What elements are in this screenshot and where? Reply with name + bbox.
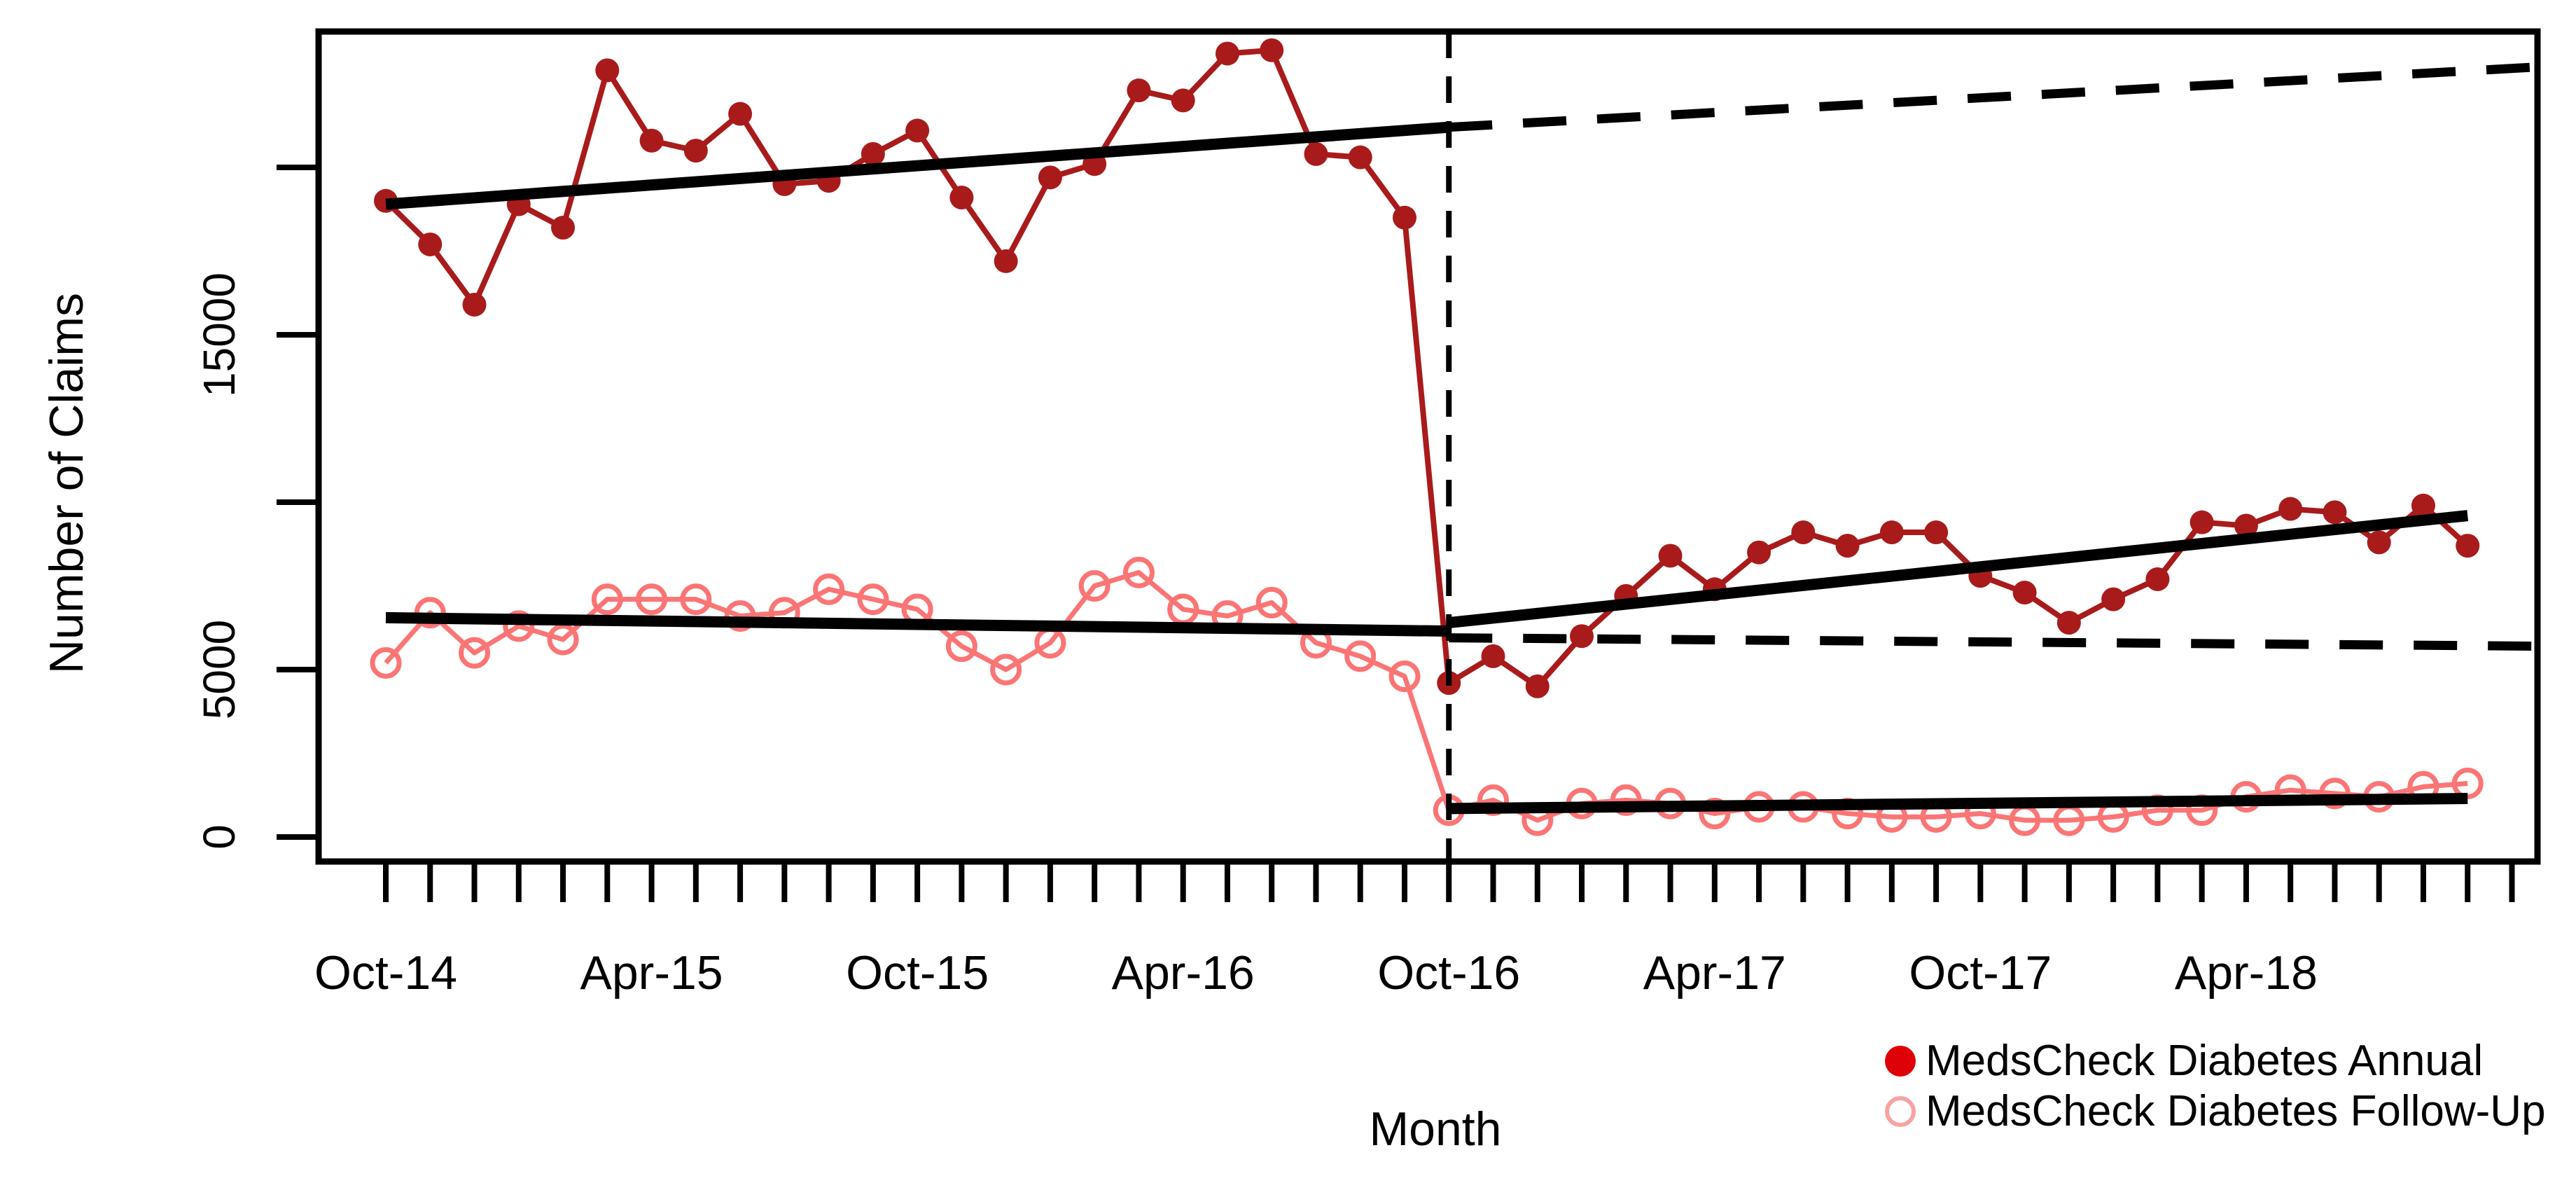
data-point-followup bbox=[2318, 777, 2351, 810]
data-point-annual bbox=[1348, 145, 1372, 170]
data-point-annual bbox=[905, 118, 930, 143]
series-line bbox=[384, 569, 2468, 823]
data-point-annual bbox=[1171, 88, 1195, 113]
data-point-annual bbox=[683, 139, 708, 163]
data-point-annual bbox=[1038, 165, 1062, 190]
data-point-followup bbox=[547, 623, 579, 656]
data-point-annual bbox=[1747, 540, 1771, 565]
data-point-followup bbox=[1610, 784, 1642, 816]
x-axis-title: Month bbox=[1369, 1102, 1502, 1156]
legend-item-annual: MedsCheck Diabetes Annual bbox=[1885, 1039, 2546, 1083]
data-point-annual bbox=[2234, 513, 2258, 538]
followup-pre-trend bbox=[385, 611, 1449, 637]
data-point-annual bbox=[861, 141, 885, 166]
data-point-annual bbox=[728, 102, 753, 126]
x-axis-ticks bbox=[383, 862, 2515, 902]
data-point-followup bbox=[724, 600, 756, 632]
data-point-followup bbox=[1388, 660, 1421, 693]
data-point-annual bbox=[2278, 497, 2303, 521]
data-point-annual bbox=[2056, 611, 2081, 635]
filled-circle-icon bbox=[1885, 1046, 1916, 1077]
open-circle-icon bbox=[1885, 1096, 1916, 1127]
annual-post-trend bbox=[1448, 510, 2469, 629]
data-point-followup bbox=[2451, 768, 2484, 800]
annual-pre-trend bbox=[385, 121, 1449, 210]
data-point-annual bbox=[994, 249, 1018, 273]
data-point-followup bbox=[636, 583, 668, 616]
data-point-annual bbox=[1304, 141, 1328, 166]
x-tick-label: Apr-18 bbox=[2175, 946, 2318, 999]
x-tick-label: Apr-17 bbox=[1643, 946, 1786, 999]
data-point-annual bbox=[462, 292, 487, 317]
followup-counterfactual-trend bbox=[1449, 633, 2539, 651]
data-point-annual bbox=[1392, 205, 1416, 230]
y-axis-ticks: 0 5000 15000 bbox=[194, 165, 319, 850]
data-point-annual bbox=[1215, 41, 1239, 66]
data-point-annual bbox=[2189, 510, 2214, 534]
data-point-annual bbox=[595, 58, 620, 83]
data-point-annual bbox=[2323, 500, 2347, 525]
data-point-annual bbox=[2367, 530, 2391, 555]
y-axis-title: Number of Claims bbox=[40, 292, 93, 674]
data-point-annual bbox=[1879, 520, 1904, 545]
data-point-annual bbox=[1481, 644, 1505, 668]
data-point-annual bbox=[1924, 520, 1949, 545]
x-tick-label: Oct-14 bbox=[314, 946, 457, 999]
plot-border bbox=[315, 28, 2541, 865]
data-point-annual bbox=[1525, 674, 1550, 698]
data-point-annual bbox=[2411, 493, 2435, 518]
legend-label-annual: MedsCheck Diabetes Annual bbox=[1926, 1037, 2484, 1085]
y-tick-label: 5000 bbox=[194, 620, 244, 719]
data-point-followup bbox=[1078, 570, 1111, 602]
data-point-followup bbox=[591, 583, 623, 616]
y-tick-label: 0 bbox=[194, 824, 244, 850]
followup-post-trend bbox=[1449, 793, 2468, 815]
followup-series bbox=[370, 556, 2484, 836]
data-point-annual bbox=[949, 186, 974, 210]
data-point-followup bbox=[813, 573, 845, 605]
data-point-followup bbox=[459, 637, 491, 669]
x-tick-label: Oct-17 bbox=[1909, 946, 2052, 999]
x-axis-tick-labels: Oct-14 Apr-15 Oct-15 Apr-16 Oct-16 Apr-17 Oct-… bbox=[314, 946, 2318, 999]
data-point-followup bbox=[1122, 556, 1155, 588]
data-point-annual bbox=[639, 128, 664, 153]
data-point-followup bbox=[945, 630, 977, 663]
data-point-annual bbox=[1658, 544, 1683, 568]
data-point-annual bbox=[1835, 534, 1860, 558]
data-point-followup bbox=[1255, 586, 1288, 618]
data-point-annual bbox=[1570, 624, 1594, 649]
legend: MedsCheck Diabetes Annual MedsCheck Diab… bbox=[1885, 1039, 2546, 1133]
data-point-followup bbox=[370, 646, 402, 679]
data-point-annual bbox=[418, 232, 443, 256]
data-point-followup bbox=[1699, 798, 1731, 830]
data-point-followup bbox=[1344, 640, 1377, 672]
data-point-followup bbox=[680, 583, 712, 616]
data-point-annual bbox=[2012, 581, 2037, 605]
legend-label-followup: MedsCheck Diabetes Follow-Up bbox=[1926, 1087, 2546, 1135]
data-point-followup bbox=[857, 583, 889, 616]
data-point-followup bbox=[503, 610, 535, 642]
x-tick-label: Oct-16 bbox=[1377, 946, 1520, 999]
annual-counterfactual-trend bbox=[1448, 62, 2539, 132]
data-point-annual bbox=[551, 216, 576, 240]
data-point-annual bbox=[1127, 78, 1151, 103]
data-point-annual bbox=[1260, 38, 1284, 62]
data-point-annual bbox=[2145, 567, 2170, 591]
data-point-annual bbox=[1791, 520, 1816, 545]
data-point-annual bbox=[2456, 534, 2480, 558]
legend-item-followup: MedsCheck Diabetes Follow-Up bbox=[1885, 1090, 2546, 1133]
x-tick-label: Apr-15 bbox=[580, 946, 723, 999]
y-tick-label: 15000 bbox=[194, 272, 244, 397]
x-tick-label: Apr-16 bbox=[1112, 946, 1255, 999]
data-point-annual bbox=[2101, 587, 2126, 611]
x-tick-label: Oct-15 bbox=[846, 946, 989, 999]
data-point-followup bbox=[990, 653, 1022, 686]
